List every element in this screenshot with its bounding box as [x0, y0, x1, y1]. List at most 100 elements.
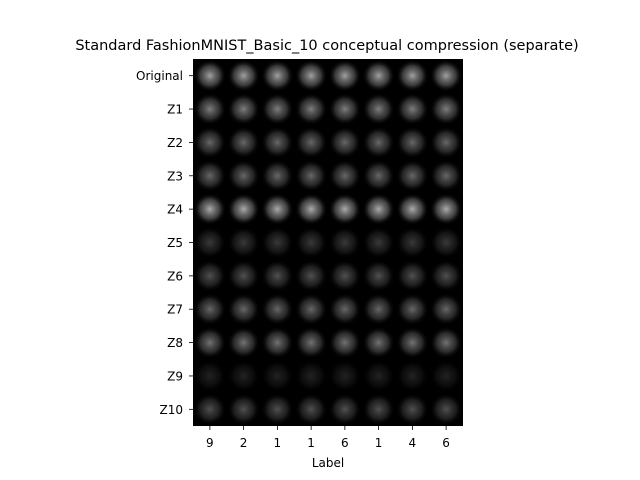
- image-cell: [363, 227, 394, 258]
- image-cell: [330, 361, 360, 391]
- image-cell: [363, 361, 394, 391]
- image-cell: [228, 127, 259, 158]
- image-cell: [296, 327, 326, 358]
- image-cell: [363, 127, 394, 158]
- row-tick-label: Z10: [160, 403, 184, 417]
- image-cell: [330, 227, 360, 258]
- image-cell: [330, 127, 360, 158]
- row-tick-label: Z2: [167, 136, 183, 150]
- image-cell: [363, 161, 394, 191]
- image-cell: [262, 327, 293, 358]
- row-tick-label: Z1: [167, 103, 183, 117]
- chart-title: Standard FashionMNIST_Basic_10 conceptua…: [75, 38, 578, 54]
- image-cell: [397, 261, 428, 291]
- image-cell: [397, 161, 428, 191]
- image-cell: [228, 361, 259, 391]
- image-cell: [262, 261, 293, 291]
- image-cell: [195, 361, 225, 391]
- image-cell: [431, 327, 461, 358]
- image-cell: [431, 161, 461, 191]
- image-cell: [296, 361, 326, 391]
- image-cell: [228, 161, 259, 191]
- image-cell: [397, 194, 428, 224]
- image-cell: [228, 327, 259, 358]
- column-tick-label: 1: [375, 436, 383, 450]
- image-cell: [330, 61, 360, 91]
- row-tick-label: Z8: [167, 336, 183, 350]
- image-cell: [431, 361, 461, 391]
- image-cell: [363, 261, 394, 291]
- image-cell: [262, 161, 293, 191]
- image-cell: [363, 294, 394, 324]
- image-cell: [262, 394, 293, 424]
- row-tick-label: Z4: [167, 203, 183, 217]
- image-cell: [195, 261, 225, 291]
- image-cell: [296, 227, 326, 258]
- column-tick-label: 6: [341, 436, 349, 450]
- image-cell: [330, 327, 360, 358]
- image-cell: [195, 294, 225, 324]
- image-cell: [228, 294, 259, 324]
- image-cell: [363, 61, 394, 91]
- image-cell: [195, 394, 225, 424]
- image-cell: [330, 194, 360, 224]
- image-cell: [262, 61, 293, 91]
- image-cell: [330, 394, 360, 424]
- column-tick-label: 1: [274, 436, 282, 450]
- image-cell: [228, 194, 259, 224]
- image-cell: [397, 227, 428, 258]
- image-cell: [296, 127, 326, 158]
- image-cell: [195, 127, 225, 158]
- image-cell: [431, 127, 461, 158]
- image-cell: [330, 294, 360, 324]
- row-tick-label: Z7: [167, 303, 183, 317]
- image-cell: [262, 194, 293, 224]
- image-cell: [397, 94, 428, 124]
- image-cell: [195, 327, 225, 358]
- image-cell: [195, 194, 225, 224]
- image-cell: [296, 94, 326, 124]
- x-axis-label: Label: [312, 456, 344, 470]
- image-cell: [195, 94, 225, 124]
- row-tick-label: Z9: [167, 369, 183, 383]
- image-cell: [296, 61, 326, 91]
- image-cell: [262, 94, 293, 124]
- image-cell: [431, 394, 461, 424]
- image-cell: [397, 61, 428, 91]
- image-cell: [330, 161, 360, 191]
- row-tick-label: Z3: [167, 169, 183, 183]
- image-cell: [296, 394, 326, 424]
- image-cell: [431, 294, 461, 324]
- image-cell: [431, 227, 461, 258]
- image-cell: [262, 227, 293, 258]
- image-cell: [296, 261, 326, 291]
- image-cell: [228, 227, 259, 258]
- row-tick-labels: Original Z1 Z2 Z3 Z4 Z5 Z6 Z7 Z8 Z9 Z10: [136, 69, 193, 417]
- image-cell: [228, 394, 259, 424]
- image-cell: [195, 161, 225, 191]
- image-cell: [431, 194, 461, 224]
- image-cell: [296, 294, 326, 324]
- image-cell: [330, 261, 360, 291]
- column-tick-label: 4: [409, 436, 417, 450]
- row-tick-label: Z5: [167, 236, 183, 250]
- image-cell: [262, 294, 293, 324]
- image-cell: [262, 127, 293, 158]
- column-tick-label: 2: [240, 436, 248, 450]
- image-grid-cells: [195, 61, 461, 424]
- image-cell: [296, 161, 326, 191]
- image-cell: [195, 227, 225, 258]
- column-tick-label: 9: [206, 436, 214, 450]
- image-cell: [195, 61, 225, 91]
- image-cell: [431, 61, 461, 91]
- image-cell: [262, 361, 293, 391]
- image-cell: [397, 394, 428, 424]
- image-cell: [397, 327, 428, 358]
- column-tick-label: 6: [442, 436, 450, 450]
- image-cell: [363, 394, 394, 424]
- image-cell: [431, 94, 461, 124]
- row-tick-label: Z6: [167, 269, 183, 283]
- image-cell: [228, 61, 259, 91]
- image-cell: [363, 94, 394, 124]
